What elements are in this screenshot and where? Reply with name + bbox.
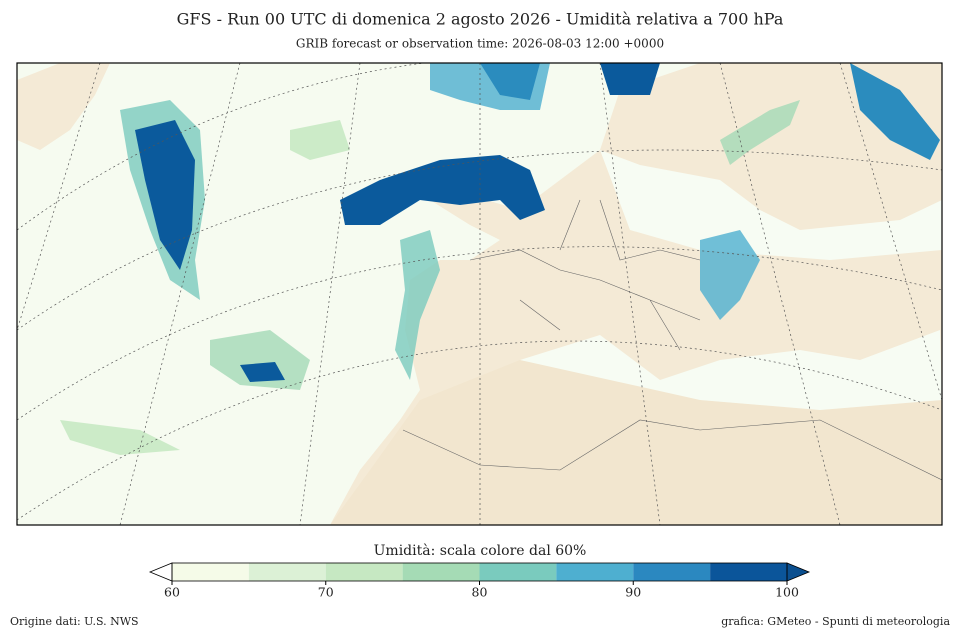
colorbar-bin [556,563,634,581]
colorbar-bin [402,563,480,581]
colorbar-bin [325,563,403,581]
colorbar-bin [710,563,787,581]
colorbar-bin [633,563,711,581]
credit: grafica: GMeteo - Spunti di meteorologia [721,615,950,628]
colorbar-tick-label: 60 [164,585,180,600]
colorbar-tick-label: 90 [625,585,641,600]
colorbar-tick-label: 70 [318,585,334,600]
colorbar-label: Umidità: scala colore dal 60% [374,542,587,559]
title: GFS - Run 00 UTC di domenica 2 agosto 20… [177,10,784,29]
colorbar-under [148,562,173,582]
map [17,63,942,525]
source: Origine dati: U.S. NWS [10,615,139,628]
colorbar-bin [248,563,326,581]
colorbar-tick-label: 80 [472,585,488,600]
map-frame [16,62,943,526]
colorbar-bin [479,563,557,581]
colorbar-over [786,562,811,582]
colorbar-bin [172,563,249,581]
colorbar-tick-label: 100 [775,585,799,600]
subtitle: GRIB forecast or observation time: 2026-… [296,37,664,51]
